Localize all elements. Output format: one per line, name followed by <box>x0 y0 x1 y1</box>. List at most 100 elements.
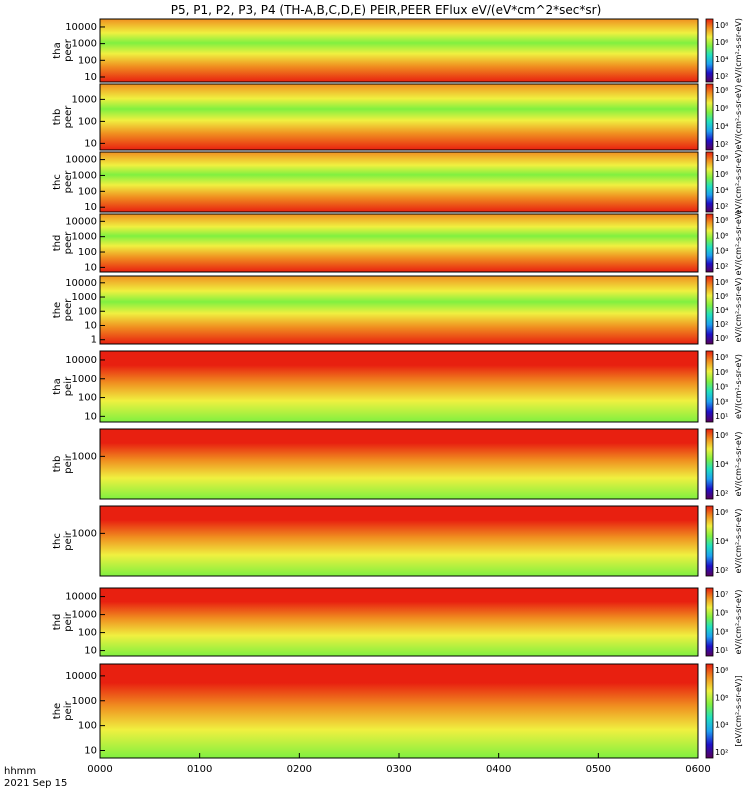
colorbar-tick-label: 10³ <box>715 627 728 636</box>
colorbar-label: eV/(cm²-s-sr-eV) <box>734 150 743 215</box>
colorbar <box>705 151 714 213</box>
x-tick-label: 0200 <box>287 764 312 775</box>
colorbar-label: eV/(cm²-s-sr-eV) <box>734 590 743 655</box>
colorbar-tick-label: 10⁸ <box>715 86 728 95</box>
colorbar-tick-label: 10⁶ <box>715 693 728 702</box>
y-tick-label: 1000 <box>72 39 97 50</box>
y-tick-label: 1000 <box>72 94 97 105</box>
x-tick-label: 0500 <box>586 764 611 775</box>
colorbar-label: [eV/(cm²-s-sr-eV)] <box>734 675 743 746</box>
colorbar-tick-label: 10⁸ <box>715 353 728 362</box>
x-tick-label: 0400 <box>486 764 511 775</box>
panel-ylabel-probe: thc <box>52 174 63 190</box>
panel-ylabel-species: peer <box>63 38 74 62</box>
colorbar-tick-label: 10² <box>715 748 728 757</box>
colorbar-tick-label: 10⁴ <box>715 721 728 730</box>
panel-frame <box>99 18 699 83</box>
colorbar-tick-label: 10⁸ <box>715 154 728 163</box>
panel-ylabel-probe: thc <box>52 533 63 549</box>
x-tick-label: 0100 <box>187 764 212 775</box>
colorbar-tick-label: 10⁴ <box>715 306 728 315</box>
y-tick-label: 10 <box>84 138 97 149</box>
colorbar-tick-label: 10⁸ <box>715 666 728 675</box>
colorbar-tick-label: 10² <box>715 140 728 149</box>
panel-ylabel-probe: the <box>52 302 63 318</box>
panel-ylabel: thdpeir <box>52 611 74 631</box>
colorbar-tick-label: 10⁶ <box>715 231 728 240</box>
y-tick-label: 1000 <box>72 528 97 539</box>
y-tick-label: 10 <box>84 320 97 331</box>
colorbar-tick-label: 10⁰ <box>715 334 728 343</box>
spectrogram-image <box>100 429 698 499</box>
y-tick-label: 100 <box>78 628 97 639</box>
panel-ylabel-probe: the <box>52 703 63 719</box>
colorbar <box>705 428 714 500</box>
colorbar-tick-label: 10² <box>715 320 728 329</box>
colorbar-label: eV/(cm²-s-sr-eV) <box>734 211 743 276</box>
colorbar-tick-label: 10⁵ <box>715 609 728 618</box>
colorbar-tick-label: 10² <box>715 262 728 271</box>
colorbar-tick-label: 10⁸ <box>715 21 728 30</box>
panel-ylabel: thbpeir <box>52 453 74 473</box>
panel-frame <box>99 505 699 577</box>
panel-ylabel-species: peir <box>63 700 74 720</box>
panel-ylabel-species: peer <box>63 170 74 194</box>
colorbar-tick-label: 10⁴ <box>715 55 728 64</box>
y-tick-label: 1000 <box>72 696 97 707</box>
colorbar <box>705 213 714 273</box>
y-tick-label: 1000 <box>72 451 97 462</box>
y-tick-label: 10 <box>84 262 97 273</box>
panel-ylabel-species: peer <box>63 105 74 129</box>
colorbar-tick-label: 10⁵ <box>715 383 728 392</box>
y-tick-label: 1000 <box>72 170 97 181</box>
spectrogram-image <box>100 152 698 212</box>
colorbar-label: eV/(cm²-s-sr-eV) <box>734 509 743 574</box>
y-tick-label: 1000 <box>72 610 97 621</box>
colorbar-tick-label: 10⁴ <box>715 122 728 131</box>
panel-ylabel-species: peir <box>63 611 74 631</box>
y-tick-label: 10000 <box>65 671 97 682</box>
panel-ylabel-species: peir <box>63 376 74 396</box>
colorbar-tick-label: 10⁶ <box>715 508 728 517</box>
y-tick-label: 100 <box>78 186 97 197</box>
panel-ylabel: thcpeir <box>52 530 74 550</box>
panel-ylabel: thepeer <box>52 298 74 322</box>
date-label: 2021 Sep 15 <box>4 778 67 789</box>
panel-ylabel-probe: thd <box>52 235 63 252</box>
panel-ylabel: thbpeer <box>52 105 74 129</box>
y-tick-label: 1000 <box>72 232 97 243</box>
y-tick-label: 100 <box>78 55 97 66</box>
y-tick-label: 10000 <box>65 216 97 227</box>
colorbar-tick-label: 10² <box>715 489 728 498</box>
y-tick-label: 100 <box>78 306 97 317</box>
colorbar-tick-label: 10⁴ <box>715 537 728 546</box>
spectrogram-image <box>100 506 698 576</box>
colorbar-tick-label: 10¹ <box>715 646 728 655</box>
y-tick-label: 10000 <box>65 592 97 603</box>
colorbar <box>705 505 714 577</box>
y-tick-label: 100 <box>78 247 97 258</box>
colorbar <box>705 587 714 657</box>
panel-frame <box>99 213 699 273</box>
spectrogram-image <box>100 351 698 422</box>
panel-frame <box>99 587 699 657</box>
colorbar-label: eV/(cm²-s-sr-eV) <box>734 354 743 419</box>
panel-ylabel: thapeir <box>52 376 74 396</box>
y-tick-label: 10 <box>84 202 97 213</box>
colorbar-tick-label: 10² <box>715 566 728 575</box>
colorbar-label: eV/(cm²-s-sr-eV) <box>734 278 743 343</box>
colorbar-tick-label: 10⁸ <box>715 278 728 287</box>
y-tick-label: 10000 <box>65 22 97 33</box>
colorbar <box>705 275 714 345</box>
panel-ylabel: thcpeer <box>52 170 74 194</box>
colorbar-tick-label: 10² <box>715 72 728 81</box>
x-tick-label: 0300 <box>386 764 411 775</box>
colorbar-tick-label: 10¹ <box>715 412 728 421</box>
